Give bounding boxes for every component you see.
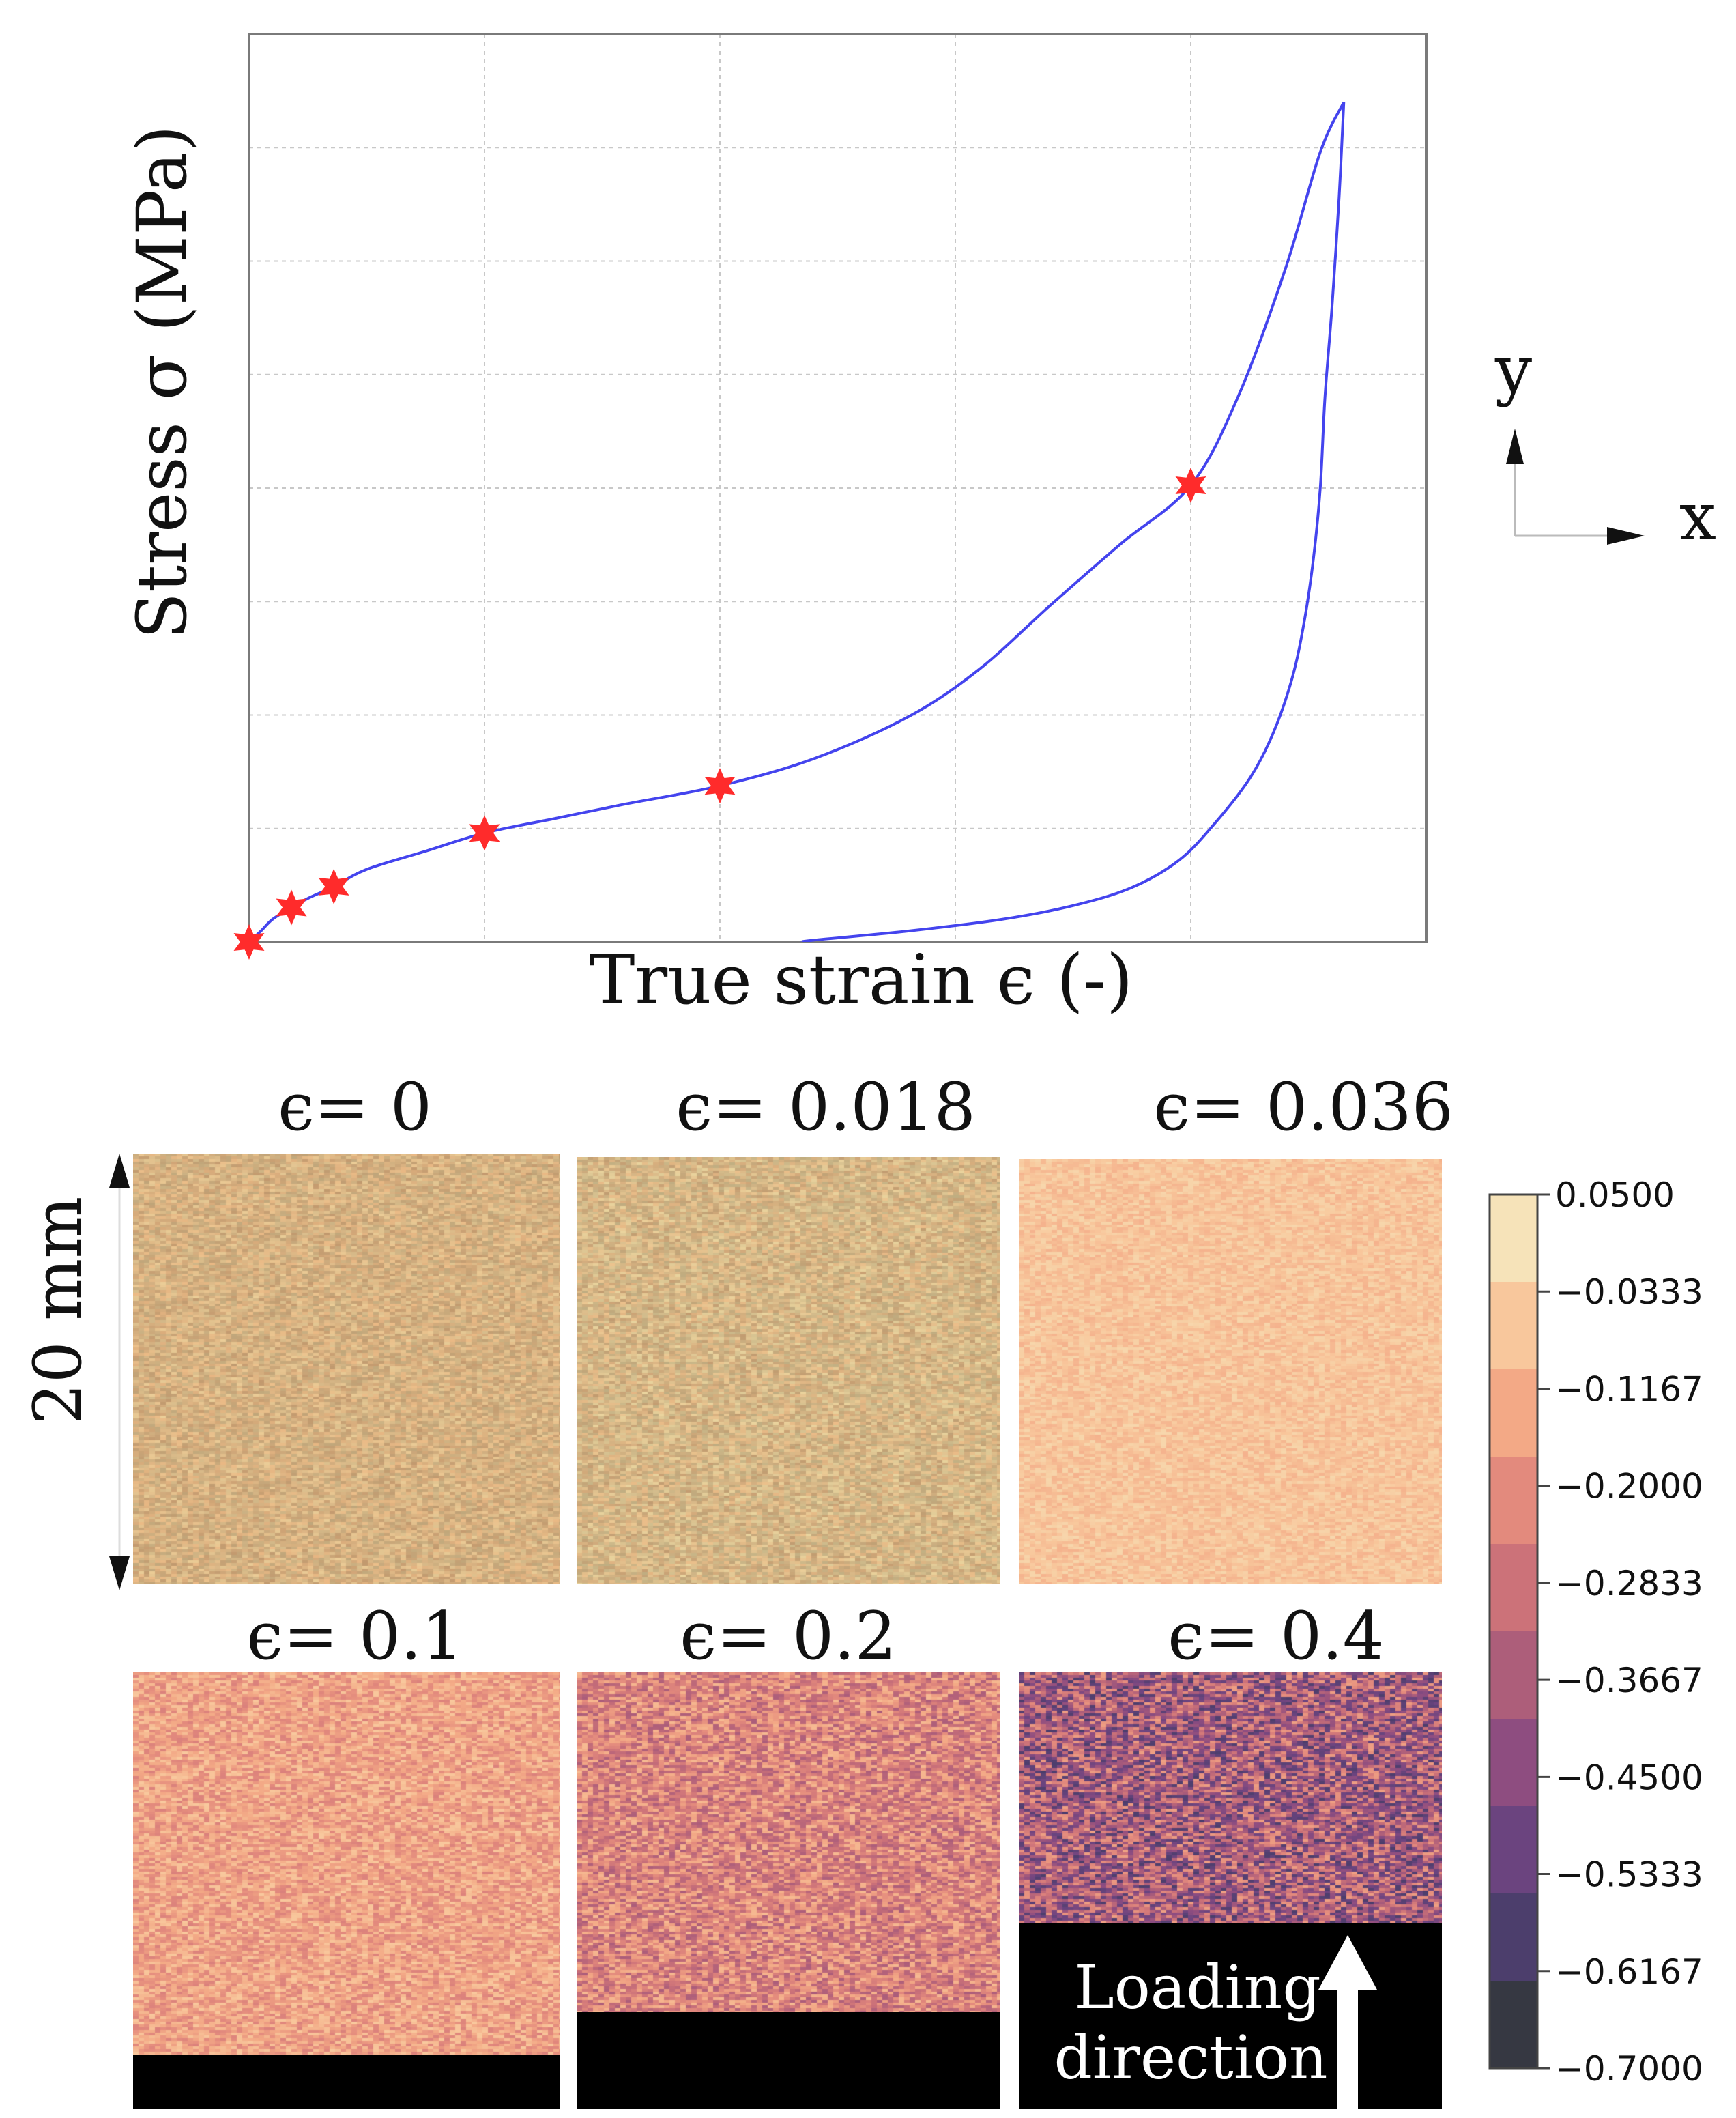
strain-panel-label: ϵ= 0.036	[1153, 1069, 1453, 1145]
colorbar-segments	[1490, 1194, 1537, 2069]
colorbar-segment	[1490, 1719, 1537, 1807]
mask-strip	[1019, 1923, 1442, 2109]
strain-panel: ϵ= 0.2	[577, 1598, 1000, 2109]
strain-panel-label: ϵ= 0.018	[676, 1069, 976, 1145]
loading-direction-line1: Loading	[1074, 1952, 1320, 2022]
plot-frame	[248, 33, 1428, 943]
colorbar-tick-label: −0.1167	[1555, 1369, 1703, 1409]
strain-panel: ϵ= 0	[133, 1069, 560, 1584]
strain-panel-label: ϵ= 0.1	[246, 1598, 463, 1674]
colorbar-tick-label: −0.0333	[1555, 1272, 1703, 1312]
x-axis-label: True strain ϵ (-)	[590, 940, 1133, 1020]
colorbar-frame	[1488, 1193, 1539, 2070]
scale-bar-top-arrow-icon	[109, 1154, 130, 1188]
strain-panel-label: ϵ= 0	[278, 1069, 432, 1145]
strain-panel-image	[577, 1157, 1000, 1584]
strain-panel: ϵ= 0.1	[133, 1598, 560, 2109]
colorbar-segment	[1490, 1282, 1537, 1370]
colorbar-segment	[1490, 1457, 1537, 1545]
colorbar-tick-label: −0.6167	[1555, 1952, 1703, 1992]
loading-direction-note: Loading direction	[1054, 1935, 1377, 2109]
colorbar-ticks: 0.0500 −0.0333 −0.1167 −0.2000 −0.2833 −0.366…	[1537, 1175, 1703, 2089]
plot-area	[249, 34, 1426, 942]
strain-marker	[704, 768, 736, 804]
strain-panel: ϵ= 0.018	[577, 1069, 1000, 1584]
strain-marker	[233, 924, 265, 960]
strain-marker	[318, 868, 349, 904]
strain-field-panels: ϵ= 0 ϵ= 0.018 ϵ= 0.036 ϵ= 0.1 ϵ= 0.2 ϵ= 0.4	[133, 1069, 1453, 2109]
scale-bar-label: 20 mm	[20, 1197, 96, 1425]
markers	[233, 468, 1206, 960]
colorbar-tick-label: −0.3667	[1555, 1661, 1703, 1700]
colorbar-segment	[1490, 1544, 1537, 1632]
x-arrow-icon	[1607, 527, 1645, 545]
colorbar-segment	[1490, 1631, 1537, 1719]
axis-icon-x-label: x	[1679, 478, 1716, 555]
strain-marker	[469, 815, 500, 851]
curves	[249, 101, 1346, 942]
strain-panel-label: ϵ= 0.4	[1168, 1598, 1384, 1674]
axis-icon-y-label: y	[1494, 332, 1532, 408]
loading-arrow-shaft	[1337, 1986, 1358, 2109]
colorbar-tick-label: 0.0500	[1555, 1175, 1675, 1215]
colorbar-tick-label: −0.2000	[1555, 1467, 1703, 1506]
colorbar-segment	[1490, 1893, 1537, 1981]
strain-panel-image	[133, 1672, 560, 2109]
colorbar-tick-label: −0.2833	[1555, 1564, 1703, 1603]
colorbar-tick-label: −0.5333	[1555, 1855, 1703, 1895]
stress-strain-chart: True strain ϵ (-) Stress σ (MPa)	[122, 33, 1428, 1020]
strain-marker	[276, 889, 307, 926]
strain-panel: ϵ= 0.036	[1019, 1069, 1453, 1584]
strain-panel-image	[133, 1154, 560, 1584]
strain-field-canvas	[133, 1672, 560, 2109]
scale-bar-bottom-arrow-icon	[109, 1556, 130, 1590]
colorbar-segment	[1490, 1194, 1537, 1283]
strain-panel-label: ϵ= 0.2	[680, 1598, 896, 1674]
series-loading-line	[249, 101, 1346, 942]
mask-strip	[133, 2055, 560, 2109]
strain-field-canvas	[1019, 1159, 1442, 1584]
strain-marker	[1175, 468, 1206, 503]
coordinate-axes-icon: y x	[1494, 332, 1716, 555]
series-unloading-line	[800, 102, 1346, 942]
colorbar-segment	[1490, 1806, 1537, 1894]
scale-bar: 20 mm	[20, 1154, 130, 1590]
colorbar-tick-label: −0.7000	[1555, 2049, 1703, 2089]
strain-field-canvas	[133, 1154, 560, 1584]
strain-field-canvas	[577, 1157, 1000, 1584]
colorbar-tick-label: −0.4500	[1555, 1758, 1703, 1797]
strain-panel-image	[1019, 1159, 1442, 1584]
colorbar-segment	[1490, 1981, 1537, 2069]
colorbar-segment	[1490, 1369, 1537, 1457]
colorbar: 0.0500 −0.0333 −0.1167 −0.2000 −0.2833 −0.366…	[1488, 1175, 1703, 2089]
mask-strip	[577, 2012, 1000, 2109]
y-arrow-icon	[1506, 429, 1524, 464]
strain-panel: ϵ= 0.4	[1019, 1598, 1442, 2109]
y-axis-label: Stress σ (MPa)	[122, 126, 202, 640]
loading-arrow-icon	[1318, 1935, 1377, 1990]
loading-direction-line2: direction	[1054, 2022, 1327, 2093]
